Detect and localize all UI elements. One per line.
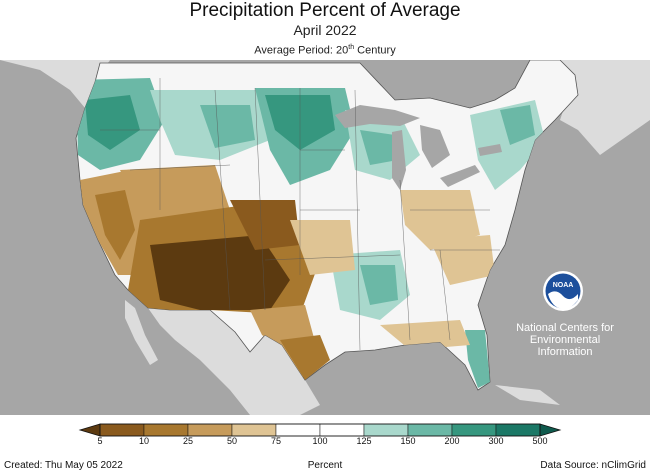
legend-tick-label: 50 [226,436,237,446]
legend-swatch [231,423,277,437]
legend-swatch [451,423,497,437]
average-period-suffix: Century [354,44,396,57]
legend-swatch [363,423,409,437]
precip-anomaly-layer [76,78,545,388]
legend-swatch [495,423,541,437]
legend-swatches [99,423,541,437]
noaa-logo-text: NOAA [553,282,574,289]
wet-pnw-core [85,95,140,150]
map-title: Precipitation Percent of Average [189,0,461,21]
legend-tick-label: 125 [356,436,372,446]
ncei-line-1: National Centers for [516,322,614,334]
legend-swatch [187,423,233,437]
lake-huron [420,125,450,168]
legend-unit: Percent [307,460,343,471]
legend-tick-label: 75 [270,436,281,446]
legend-tick-label: 300 [488,436,504,446]
legend-swatch [319,423,365,437]
legend-left-arrow [78,423,101,437]
legend-tick-label: 150 [400,436,416,446]
lake-superior [335,105,420,128]
legend-tick-label: 10 [138,436,149,446]
legend-tick-label: 5 [97,436,103,446]
canada-land [0,60,650,155]
lake-michigan [392,130,406,190]
wet-delta-core [360,265,398,305]
dry-colorado [230,200,300,250]
dry-carolinas [430,235,495,285]
precipitation-map [0,60,650,415]
legend-right-arrow [539,423,562,437]
ncei-label: National Centers for Environmental Infor… [500,322,630,358]
average-period-prefix: Average Period: 20 [254,44,349,57]
legend-frame [99,423,541,437]
color-legend [78,423,562,437]
lake-erie [440,165,480,187]
lake-ontario [478,144,502,156]
legend-swatch [143,423,189,437]
dry-central-plains [290,220,355,275]
noaa-logo-icon: NOAA [543,271,583,311]
canada-west [0,60,110,108]
wet-wisconsin [360,130,398,165]
data-source: Data Source: nClimGrid [540,460,646,471]
ncei-line-3: Information [537,346,593,358]
average-period-sup: th [348,44,355,51]
dry-ohio-valley [400,190,480,250]
legend-tick-label: 500 [532,436,548,446]
cuba-land [495,385,560,405]
wet-florida [465,330,490,388]
dry-gulf-coast [380,320,470,350]
dry-southwest-core [150,235,290,310]
wet-new-england [500,105,535,145]
legend-swatch [407,423,453,437]
wet-montana-core [200,105,255,148]
average-period: Average Period: 20th Century [0,41,650,58]
legend-tick-label: 100 [312,436,328,446]
legend-swatch [99,423,145,437]
created-date: Created: Thu May 05 2022 [4,460,123,471]
legend-tick-label: 200 [444,436,460,446]
mexico-land [148,308,320,415]
ncei-line-2: Environmental [529,334,601,346]
state-boundaries [100,78,500,351]
baja-land [125,300,158,365]
dry-texas-south [280,335,330,380]
legend-tick-label: 25 [182,436,193,446]
legend-swatch [275,423,321,437]
dry-california-core [95,190,135,260]
map-month: April 2022 [293,22,357,38]
